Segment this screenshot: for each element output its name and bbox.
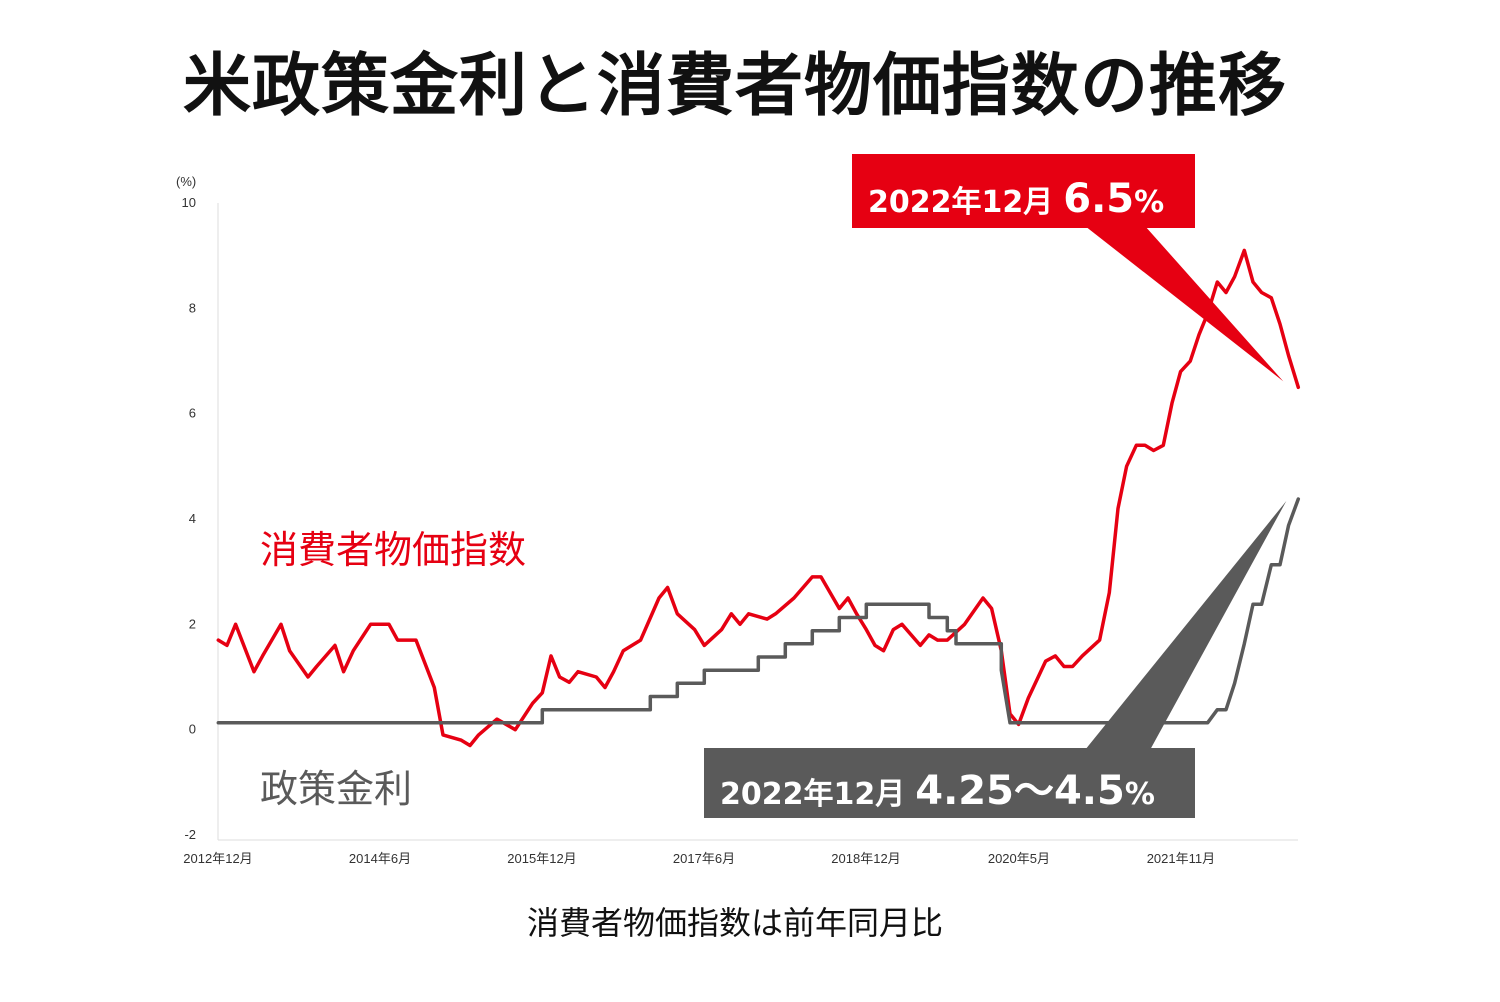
callout-policy-rate: 2022年12月 4.25〜4.5% [704,500,1287,818]
y-tick-label: -2 [184,827,196,842]
y-tick-label: 0 [189,722,196,737]
x-tick-label: 2021年11月 [1147,851,1215,866]
y-tick-labels: 10 8 6 4 2 0 -2 [182,195,196,842]
x-tick-label: 2018年12月 [831,851,900,866]
callout-rate-text: 2022年12月 4.25〜4.5% [720,768,1155,814]
y-tick-label: 4 [189,511,196,526]
y-tick-label: 2 [189,616,196,631]
y-tick-label: 10 [182,195,196,210]
y-tick-label: 6 [189,406,196,421]
series-lines [216,248,1301,748]
x-tick-label: 2020年5月 [988,851,1050,866]
series-label-cpi: 消費者物価指数 [260,528,526,572]
callout-cpi: 2022年12月 6.5% [852,154,1284,382]
callout-rate-value: 4.25〜4.5 [915,768,1125,814]
callout-rate-unit: % [1125,777,1155,812]
callout-cpi-pointer [1085,226,1284,382]
callout-rate-box [704,748,1195,818]
callout-cpi-unit: % [1134,185,1164,220]
chart-footnote: 消費者物価指数は前年同月比 [526,904,943,942]
y-axis-unit: (%) [176,174,196,189]
x-tick-label: 2012年12月 [183,851,252,866]
callout-rate-pointer [1085,500,1287,750]
x-tick-label: 2015年12月 [507,851,576,866]
x-tick-label: 2014年6月 [349,851,411,866]
series-line-cpi [216,248,1301,748]
x-tick-label: 2017年6月 [673,851,735,866]
callout-cpi-box [852,154,1195,228]
series-line-policy-rate [216,497,1301,725]
chart-title: 米政策金利と消費者物価指数の推移 [182,47,1287,126]
callout-rate-date: 2022年12月 [720,777,905,812]
x-tick-labels: 2012年12月 2014年6月 2015年12月 2017年6月 2018年12月 20… [183,851,1215,866]
callout-cpi-text: 2022年12月 6.5% [868,176,1164,222]
y-tick-label: 8 [189,300,196,315]
callout-cpi-date: 2022年12月 [868,185,1053,220]
callout-cpi-value: 6.5 [1063,176,1134,222]
series-label-policy-rate: 政策金利 [260,767,412,811]
